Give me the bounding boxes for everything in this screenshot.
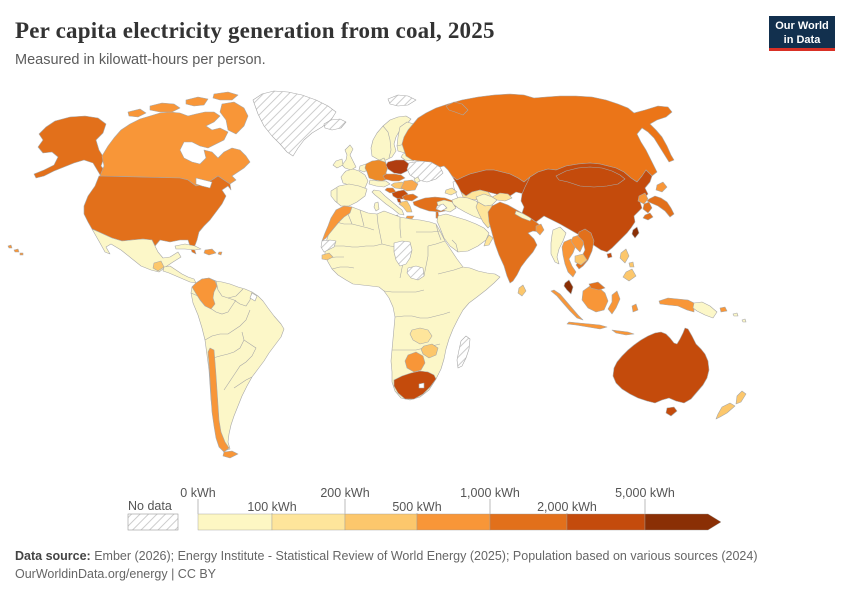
svg-text:5,000 kWh: 5,000 kWh <box>615 486 675 500</box>
svg-text:No data: No data <box>128 499 172 513</box>
svg-text:2,000 kWh: 2,000 kWh <box>537 500 597 514</box>
svg-text:1,000 kWh: 1,000 kWh <box>460 486 520 500</box>
svg-text:0 kWh: 0 kWh <box>180 486 215 500</box>
svg-text:500 kWh: 500 kWh <box>392 500 441 514</box>
svg-text:100 kWh: 100 kWh <box>247 500 296 514</box>
svg-text:200 kWh: 200 kWh <box>320 486 369 500</box>
